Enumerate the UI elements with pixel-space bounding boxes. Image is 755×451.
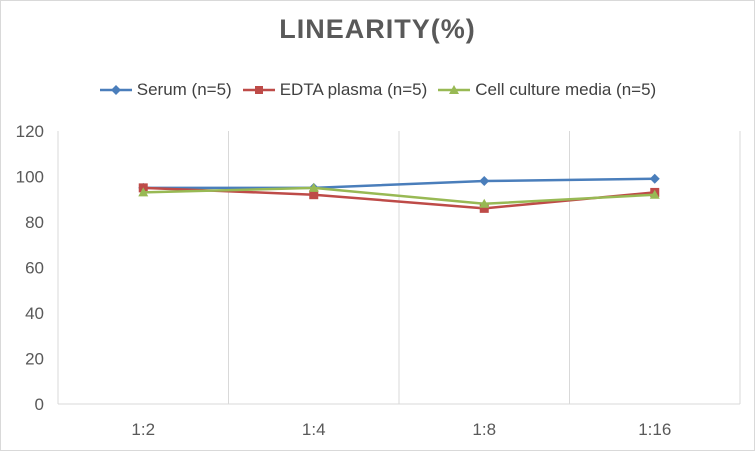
legend-label-serum: Serum (n=5) (136, 80, 232, 99)
data-point-cell-culture-media-n-5 (308, 182, 319, 192)
y-tick-label: 80 (25, 213, 44, 232)
x-tick-label: 1:4 (302, 420, 326, 439)
x-tick-label: 1:16 (638, 420, 671, 439)
data-point-cell-culture-media-n-5 (138, 187, 149, 197)
legend-item-edta-plasma: EDTA plasma (n=5) (242, 80, 428, 100)
data-point-edta-plasma-n-5 (309, 190, 319, 200)
data-point-cell-culture-media-n-5 (649, 189, 660, 199)
data-point-edta-plasma-n-5 (479, 203, 489, 213)
y-tick-label: 0 (35, 395, 44, 414)
y-tick-label: 60 (25, 259, 44, 278)
x-tick-label: 1:2 (131, 420, 155, 439)
legend: Serum (n=5) EDTA plasma (n=5) Cell cultu… (0, 78, 755, 102)
y-tick-label: 40 (25, 304, 44, 323)
y-tick-label: 20 (25, 350, 44, 369)
data-point-serum-n-5 (649, 173, 660, 184)
legend-label-edta-plasma: EDTA plasma (n=5) (279, 80, 428, 99)
legend-marker-edta-plasma (242, 86, 275, 94)
data-point-cell-culture-media-n-5 (479, 198, 490, 208)
series-line-serum-n-5 (143, 177, 655, 190)
legend-label-cell-culture-media: Cell culture media (n=5) (475, 80, 657, 99)
legend-marker-serum (99, 85, 132, 95)
x-tick-label: 1:8 (472, 420, 496, 439)
y-tick-label: 100 (16, 168, 44, 187)
series-line-cell-culture-media-n-5 (143, 186, 655, 206)
y-tick-label: 120 (16, 122, 44, 141)
legend-marker-cell-culture-media (438, 85, 471, 94)
data-point-serum-n-5 (479, 176, 490, 187)
legend-item-cell-culture-media: Cell culture media (n=5) (437, 80, 656, 100)
legend-item-serum: Serum (n=5) (99, 80, 232, 100)
chart-title: LINEARITY(%) (279, 14, 476, 44)
